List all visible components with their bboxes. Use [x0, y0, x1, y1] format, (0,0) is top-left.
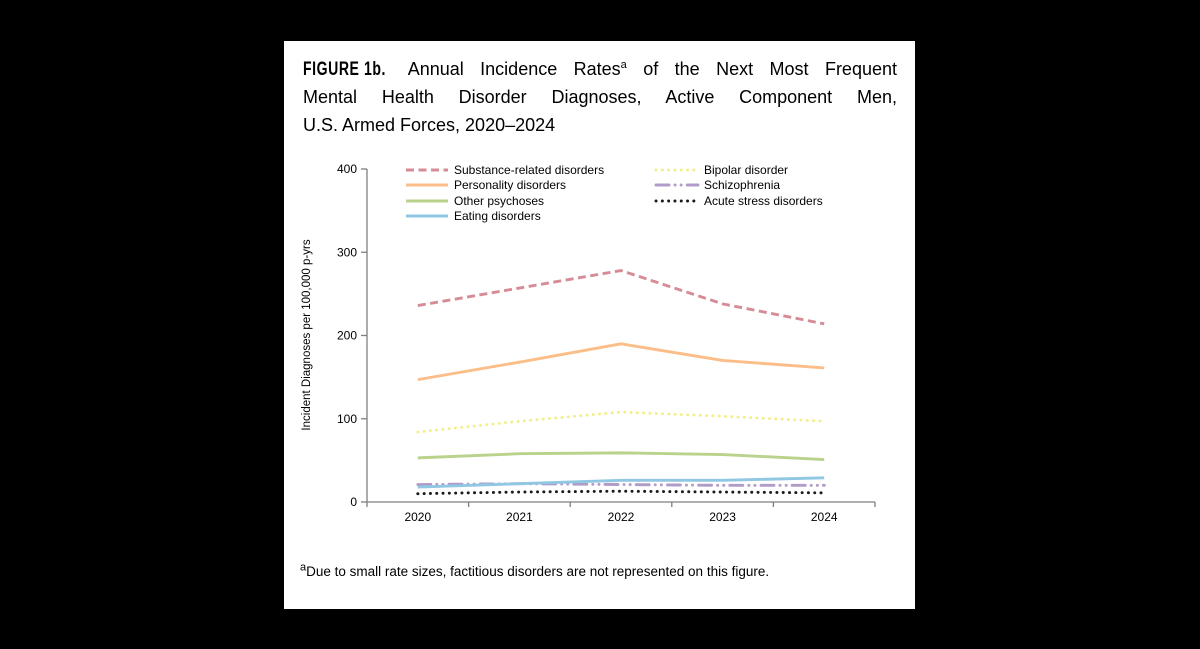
legend-label: Personality disorders	[454, 178, 567, 193]
legend-swatch-icon	[654, 199, 700, 203]
footnote-superscript: a	[300, 561, 307, 574]
legend-column-1: Substance-related disorders Personality d…	[404, 162, 604, 224]
y-tick-label: 400	[337, 162, 357, 176]
legend-item-substance-related-disorders: Substance-related disorders	[404, 162, 604, 178]
chart-area: 0 100 200 300 400 2020 2021 2022 2023 2024 Incide…	[295, 145, 910, 540]
x-tick-label: 2021	[506, 510, 533, 524]
x-tick-label: 2022	[608, 510, 635, 524]
series-line-acute-stress-disorders	[416, 489, 826, 496]
y-tick-label: 200	[337, 329, 357, 343]
legend-swatch-icon	[406, 168, 448, 172]
legend-swatch-icon	[406, 214, 448, 218]
x-tick-label: 2020	[404, 510, 431, 524]
title-superscript: a	[620, 59, 627, 71]
y-tick-label: 0	[350, 495, 357, 509]
series-line-other-psychoses	[417, 451, 825, 461]
legend-item-schizophrenia: Schizophrenia	[654, 178, 823, 194]
x-tick-label: 2024	[811, 510, 838, 524]
legend-label: Acute stress disorders	[704, 193, 823, 208]
x-tick-label: 2023	[709, 510, 736, 524]
series-line-eating-disorders	[417, 476, 825, 489]
legend-label: Eating disorders	[454, 209, 541, 224]
legend-swatch-icon	[654, 183, 700, 187]
footnote-text: Due to small rate sizes, factitious diso…	[306, 564, 770, 579]
legend-swatch-icon	[654, 168, 700, 172]
chart-axes: 0 100 200 300 400 2020 2021 2022 2023 2024	[337, 162, 876, 524]
legend-label: Bipolar disorder	[704, 162, 789, 177]
series-line-bipolar-disorder	[416, 410, 826, 434]
legend-item-other-psychoses: Other psychoses	[404, 193, 604, 209]
legend-swatch-icon	[406, 199, 448, 203]
title-text-pre-sup: Annual Incidence Rates	[407, 59, 621, 79]
y-tick-label: 300	[337, 245, 357, 259]
figure-label: FIGURE 1b.	[303, 58, 386, 80]
legend-swatch-icon	[406, 183, 448, 187]
y-axis-title: Incident Diagnoses per 100,000 p-yrs	[301, 239, 313, 430]
chart-series	[416, 269, 826, 496]
series-line-personality-disorders	[417, 342, 825, 382]
legend-label: Substance-related disorders	[454, 162, 605, 177]
legend-column-2: Bipolar disorder Schizophrenia Acute stres…	[654, 162, 823, 209]
y-tick-label: 100	[337, 412, 357, 426]
legend-label: Other psychoses	[454, 193, 545, 208]
figure-title-line-2: Mental Health Disorder Diagnoses, Active…	[303, 87, 897, 107]
figure-panel: FIGURE 1b. Annual Incidence Ratesa of th…	[284, 41, 915, 609]
legend-item-acute-stress-disorders: Acute stress disorders	[654, 193, 823, 209]
line-chart: 0 100 200 300 400 2020 2021 2022 2023 2024 Incide…	[301, 162, 876, 524]
figure-title-line-3: U.S. Armed Forces, 2020–2024	[303, 115, 556, 135]
legend-item-bipolar-disorder: Bipolar disorder	[654, 162, 823, 178]
legend-item-eating-disorders: Eating disorders	[404, 209, 604, 225]
legend-label: Schizophrenia	[704, 178, 781, 193]
title-text-post-sup: of the Next Most Frequent	[643, 59, 897, 79]
figure-title-line-1: FIGURE 1b. Annual Incidence Ratesa of th…	[303, 55, 897, 83]
series-line-substance-related-disorders	[417, 269, 825, 326]
legend-item-personality-disorders: Personality disorders	[404, 178, 604, 194]
figure-title: FIGURE 1b. Annual Incidence Ratesa of th…	[303, 55, 897, 139]
figure-footnote: aDue to small rate sizes, factitious dis…	[300, 561, 900, 579]
